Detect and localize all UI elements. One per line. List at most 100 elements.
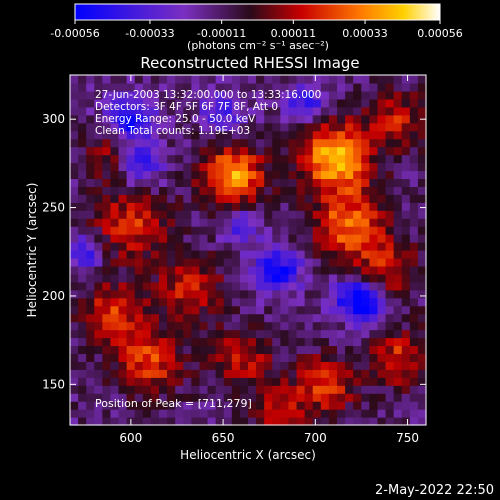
heatmap-cell xyxy=(353,186,362,195)
heatmap-cell xyxy=(296,361,306,370)
heatmap-cell xyxy=(361,138,370,148)
heatmap-cell xyxy=(272,194,281,203)
heatmap-cell xyxy=(94,345,103,355)
heatmap-cell xyxy=(264,210,273,219)
heatmap-cell xyxy=(167,146,176,156)
heatmap-cell xyxy=(345,186,354,195)
heatmap-cell xyxy=(70,417,79,426)
heatmap-cell xyxy=(280,385,290,394)
heatmap-cell xyxy=(377,98,387,108)
heatmap-cell xyxy=(345,281,354,291)
heatmap-cell xyxy=(377,114,387,124)
heatmap-cell xyxy=(409,417,419,426)
heatmap-cell xyxy=(264,329,273,339)
heatmap-cell xyxy=(126,313,136,323)
heatmap-cell xyxy=(312,401,322,410)
heatmap-cell xyxy=(385,361,395,370)
heatmap-cell xyxy=(86,138,95,148)
heatmap-cell xyxy=(345,75,354,84)
y-tick-label: 300 xyxy=(42,112,65,126)
heatmap-cell xyxy=(150,186,160,195)
heatmap-cell xyxy=(175,202,184,211)
heatmap-cell xyxy=(102,273,112,283)
heatmap-cell xyxy=(393,385,403,394)
heatmap-cell xyxy=(280,90,290,100)
heatmap-cell xyxy=(312,393,322,402)
heatmap-cell xyxy=(409,154,419,164)
heatmap-cell xyxy=(417,178,427,187)
heatmap-cell xyxy=(223,361,233,370)
heatmap-cell xyxy=(256,130,265,140)
heatmap-cell xyxy=(239,122,249,132)
heatmap-cell xyxy=(94,377,103,386)
heatmap-cell xyxy=(167,234,176,243)
heatmap-cell xyxy=(353,385,362,394)
heatmap-cell xyxy=(361,250,370,259)
heatmap-cell xyxy=(328,242,338,251)
heatmap-cell xyxy=(385,329,395,339)
heatmap-cell xyxy=(199,409,209,418)
heatmap-cell xyxy=(320,265,330,275)
heatmap-cell xyxy=(296,305,306,315)
heatmap-cell xyxy=(337,226,346,235)
heatmap-cell xyxy=(296,82,306,92)
heatmap-cell xyxy=(110,146,120,156)
heatmap-cell xyxy=(272,242,281,251)
heatmap-cell xyxy=(361,75,370,84)
heatmap-cell xyxy=(94,122,103,132)
heatmap-cell xyxy=(94,361,103,370)
heatmap-cell xyxy=(78,218,87,227)
heatmap-cell xyxy=(385,194,395,203)
heatmap-cell xyxy=(417,281,427,291)
heatmap-cell xyxy=(369,162,379,172)
heatmap-cell xyxy=(264,162,273,172)
heatmap-cell xyxy=(264,226,273,235)
heatmap-cell xyxy=(239,265,249,275)
heatmap-cell xyxy=(207,122,217,132)
heatmap-cell xyxy=(231,337,241,347)
heatmap-cell xyxy=(385,218,395,227)
heatmap-cell xyxy=(296,289,306,299)
heatmap-cell xyxy=(150,162,160,172)
heatmap-cell xyxy=(223,170,233,180)
heatmap-cell xyxy=(353,122,362,132)
heatmap-cell xyxy=(183,313,192,323)
heatmap-cell xyxy=(320,138,330,148)
heatmap-cell xyxy=(361,186,370,195)
heatmap-cell xyxy=(86,345,95,355)
heatmap-cell xyxy=(248,385,257,394)
heatmap-cell xyxy=(393,154,403,164)
heatmap-cell xyxy=(288,401,298,410)
heatmap-cell xyxy=(126,82,136,92)
heatmap-cell xyxy=(207,401,217,410)
heatmap-cell xyxy=(207,273,217,283)
heatmap-cell xyxy=(70,162,79,172)
heatmap-cell xyxy=(175,90,184,100)
heatmap-cell xyxy=(183,178,192,187)
x-tick-label: 700 xyxy=(304,431,327,445)
heatmap-cell xyxy=(70,234,79,243)
heatmap-cell xyxy=(183,265,192,275)
heatmap-cell xyxy=(191,361,201,370)
heatmap-cell xyxy=(183,305,192,315)
heatmap-cell xyxy=(385,226,395,235)
heatmap-cell xyxy=(94,250,103,259)
heatmap-cell xyxy=(320,345,330,355)
heatmap-cell xyxy=(175,106,184,116)
heatmap-cell xyxy=(191,281,201,291)
heatmap-cell xyxy=(175,178,184,187)
heatmap-cell xyxy=(86,401,95,410)
heatmap-cell xyxy=(409,202,419,211)
heatmap-cell xyxy=(134,353,144,362)
heatmap-cell xyxy=(102,90,112,100)
heatmap-cell xyxy=(78,242,87,251)
heatmap-cell xyxy=(142,242,152,251)
heatmap-cell xyxy=(328,361,338,370)
heatmap-cell xyxy=(312,250,322,259)
heatmap-cell xyxy=(369,265,379,275)
heatmap-cell xyxy=(150,369,160,378)
heatmap-cell xyxy=(223,114,233,124)
heatmap-cell xyxy=(248,242,257,251)
heatmap-cell xyxy=(320,329,330,339)
heatmap-cell xyxy=(328,90,338,100)
